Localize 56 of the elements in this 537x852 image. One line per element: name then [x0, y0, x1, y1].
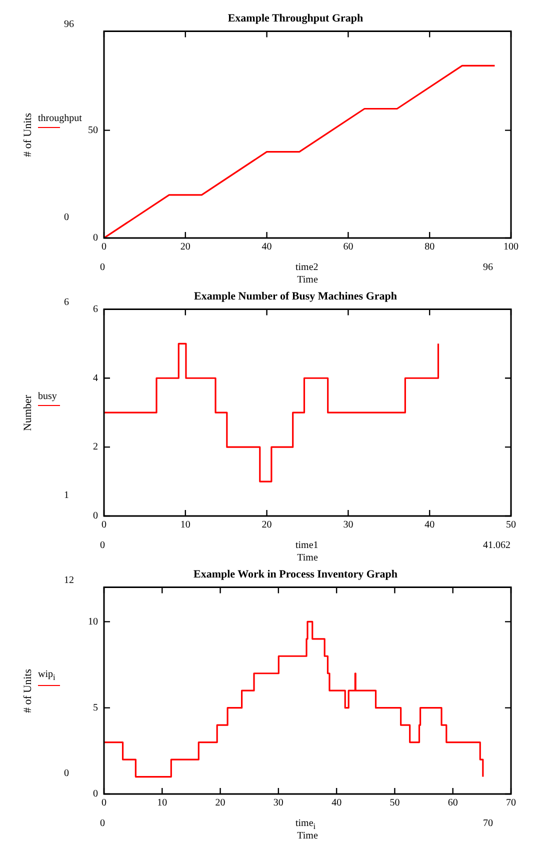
chart-title: Example Number of Busy Machines Graph [194, 290, 398, 302]
y-tick-label: 0 [93, 232, 98, 244]
x-tick-label: 20 [180, 242, 190, 253]
x-tick-label: 30 [343, 520, 354, 531]
x-tick-label: 60 [448, 798, 458, 809]
text: 0 [64, 768, 69, 779]
text: 41.062 [483, 540, 510, 551]
x-axis-title: Time [297, 274, 318, 286]
text: 1 [64, 490, 69, 501]
text: 96 [64, 19, 74, 30]
x-tick-label: 50 [390, 798, 400, 809]
x-tick-label: 30 [273, 798, 284, 809]
text: time2 [296, 262, 318, 273]
text: throughput [38, 112, 82, 124]
y-tick-label: 2 [93, 442, 98, 453]
text: wip$_{i}$ [38, 668, 56, 682]
text: 0 [100, 818, 105, 829]
text: 70 [483, 818, 493, 829]
x-tick-label: 80 [424, 242, 435, 253]
text: 12 [64, 575, 74, 586]
x-axis-title: Time [297, 830, 318, 842]
x-axis-title: Time [297, 552, 318, 564]
text: 6 [64, 297, 69, 308]
x-tick-label: 0 [102, 798, 106, 809]
y-tick-label: 4 [93, 372, 98, 384]
y-axis-title: # of Units [22, 112, 34, 157]
y-tick-label: 0 [93, 788, 98, 800]
y-tick-label: 0 [93, 510, 98, 522]
y-axis-title: # of Units [22, 668, 34, 713]
y-axis-title: Number [22, 394, 34, 431]
x-tick-label: 40 [262, 242, 272, 253]
chart-title: Example Throughput Graph [228, 12, 364, 24]
x-tick-label: 70 [506, 798, 516, 809]
y-tick-label: 5 [93, 702, 98, 714]
chart-title: Example Work in Process Inventory Graph [193, 568, 398, 580]
x-tick-label: 10 [180, 520, 190, 531]
x-tick-label: 0 [102, 520, 106, 531]
x-tick-label: 20 [215, 798, 226, 809]
text: time$_{i}$ [296, 818, 316, 831]
x-tick-label: 50 [506, 520, 516, 531]
x-tick-label: 40 [332, 798, 342, 809]
x-tick-label: 60 [343, 242, 354, 253]
y-tick-label: 50 [88, 124, 98, 136]
text: busy [38, 390, 58, 402]
text: 0 [100, 262, 105, 273]
text: 0 [64, 212, 69, 223]
text: 96 [483, 262, 493, 273]
text: time1 [296, 540, 318, 551]
x-tick-label: 40 [424, 520, 435, 531]
x-tick-label: 0 [102, 242, 106, 253]
y-tick-label: 6 [93, 304, 98, 315]
x-tick-label: 100 [504, 242, 518, 253]
y-tick-label: 10 [88, 616, 98, 628]
text: 0 [100, 540, 105, 551]
x-tick-label: 20 [262, 520, 272, 531]
x-tick-label: 10 [157, 798, 168, 809]
